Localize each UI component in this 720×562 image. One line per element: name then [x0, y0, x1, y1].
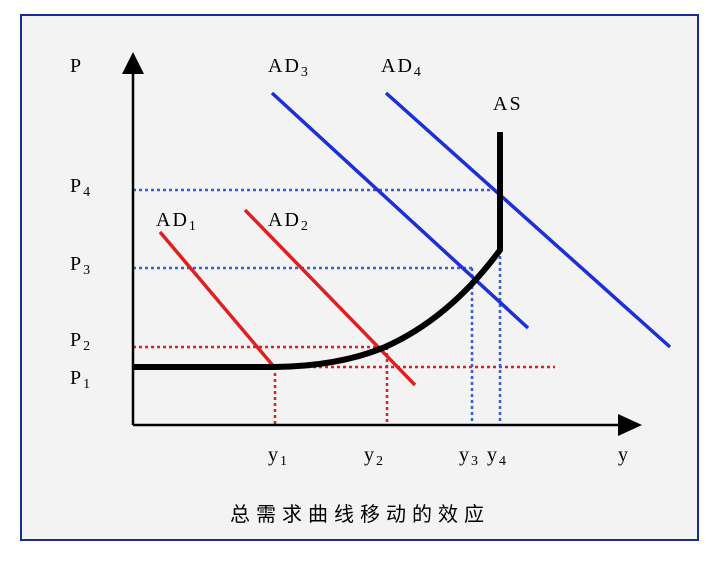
axis-label-p: P [70, 55, 83, 77]
price-label: P3 [70, 253, 92, 278]
curve-label: AD1 [156, 209, 198, 234]
label-part: AD [268, 209, 301, 231]
curve-label: AD2 [268, 209, 310, 234]
y-arrow [122, 52, 144, 74]
output-label: y2 [364, 444, 385, 469]
label-part: 4 [414, 65, 423, 80]
frame [20, 14, 699, 541]
label-part: AD [268, 55, 301, 77]
label-part: 1 [280, 454, 289, 469]
label-part: y [459, 444, 471, 466]
label-part: 2 [301, 219, 310, 234]
price-label: P2 [70, 329, 92, 354]
price-label: P4 [70, 175, 92, 200]
label-part: y [268, 444, 280, 466]
label-part: 3 [471, 454, 480, 469]
label-part: y [364, 444, 376, 466]
as-curve [133, 132, 503, 370]
curve-label: AS [493, 93, 523, 115]
label-part: P [70, 175, 83, 197]
ad1-curve [158, 230, 277, 370]
label-part: 2 [83, 339, 92, 354]
label-part: y [487, 444, 499, 466]
label-part: AD [381, 55, 414, 77]
output-label: y4 [487, 444, 508, 469]
label-part: 3 [83, 263, 92, 278]
curve-label: AD4 [381, 55, 423, 80]
label-part: 4 [83, 185, 92, 200]
output-label: y3 [459, 444, 480, 469]
label-part: 1 [83, 377, 92, 392]
label-part: 3 [301, 65, 310, 80]
axis-label-y: y [618, 444, 630, 466]
ad3-curve [270, 91, 530, 330]
ad4-curve [384, 91, 672, 349]
ad2-curve [243, 208, 417, 387]
label-part: 2 [376, 454, 385, 469]
x-arrow [618, 414, 642, 436]
caption: 总需求曲线移动的效应 [230, 502, 490, 526]
label-part: 1 [189, 219, 198, 234]
price-label: P1 [70, 367, 92, 392]
curve-label: AD3 [268, 55, 310, 80]
label-part: P [70, 367, 83, 389]
label-part: 4 [499, 454, 508, 469]
label-part: P [70, 329, 83, 351]
label-part: P [70, 253, 83, 275]
label-part: AD [156, 209, 189, 231]
output-label: y1 [268, 444, 289, 469]
